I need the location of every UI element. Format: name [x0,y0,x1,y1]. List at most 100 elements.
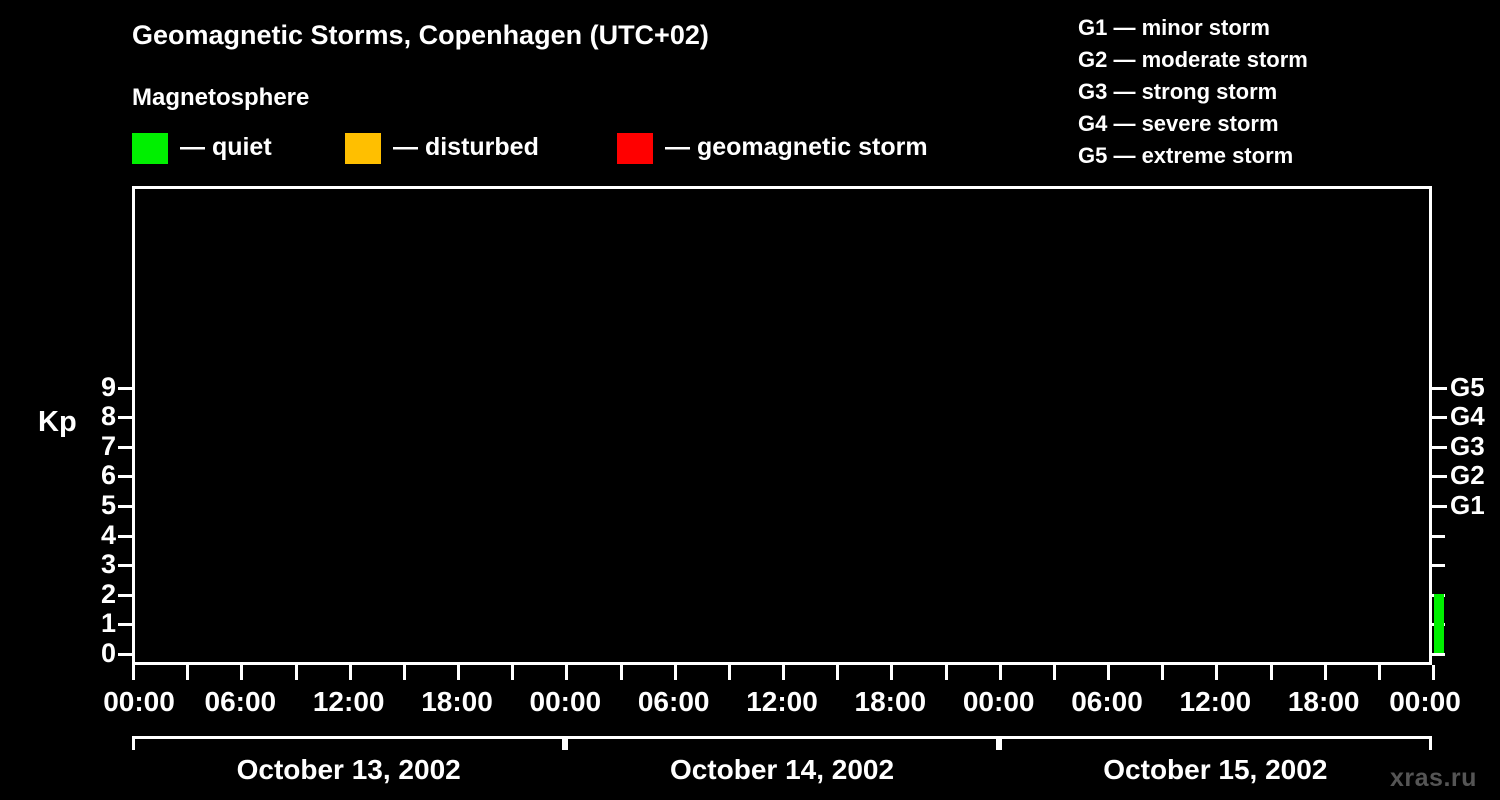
x-tick-h72 [1432,665,1435,680]
legend-label: — geomagnetic storm [665,133,928,161]
right-tick-0 [1432,653,1445,656]
x-tick-h33 [727,665,731,680]
bar[interactable] [621,564,672,653]
bar[interactable] [567,593,618,653]
g-axis-tick-G4 [1432,416,1447,420]
x-tick-label-7: 18:00 [854,686,927,717]
y-tick-2 [118,593,132,597]
bar[interactable] [1163,593,1214,653]
right-tick-3 [1432,564,1445,568]
bar[interactable] [1054,564,1105,653]
x-tick-h30 [673,665,677,680]
x-tick-h36 [782,665,785,680]
g-scale-row-1: G1 — minor storm [1078,15,1270,40]
bar[interactable] [1325,534,1376,653]
page-title: Geomagnetic Storms, Copenhagen (UTC+02) [132,20,709,50]
y-tick-9 [118,386,132,390]
x-tick-h3 [186,665,190,680]
g-scale-row-5: G5 — extreme storm [1078,143,1294,168]
x-tick-h69 [1377,665,1381,680]
x-tick-h42 [890,665,894,680]
y-tick-0 [118,653,132,656]
gridline-kp-5 [132,505,1432,507]
x-tick-label-3: 18:00 [421,686,493,717]
g-axis-tick-G1 [1432,505,1447,508]
y-tick-3 [118,564,132,568]
bar[interactable] [729,534,780,653]
x-tick-h48 [998,665,1002,680]
x-tick-h66 [1323,665,1327,680]
x-tick-label-9: 06:00 [1071,686,1143,717]
x-tick-h51 [1052,665,1056,680]
bar[interactable] [1434,593,1444,653]
day-label: October 14, 2002 [669,754,895,785]
x-tick-label-10: 12:00 [1179,686,1252,717]
x-tick-label-12: 00:00 [1389,686,1461,717]
g-scale-row-4: G4 — severe storm [1078,111,1279,136]
bar[interactable] [513,593,564,653]
bar[interactable] [1000,593,1051,653]
day-bracket-0 [132,736,566,750]
bar[interactable] [350,564,401,653]
x-tick-h60 [1215,665,1219,680]
y-tick-1 [118,623,132,627]
plot-area [132,186,1444,665]
legend-label: — disturbed [393,133,539,161]
x-tick-label-2: 12:00 [312,686,385,717]
y-tick-6 [118,475,132,479]
x-tick-h6 [240,665,244,680]
x-tick-label-5: 06:00 [637,686,710,717]
bar[interactable] [242,564,293,653]
x-tick-h15 [402,665,406,680]
g-scale-legend: G1 — minor storm G2 — moderate storm G3 — … [1078,12,1408,172]
x-tick-h27 [619,665,623,680]
gridline-kp-9 [132,386,1432,389]
x-tick-label-4: 00:00 [529,686,602,717]
g-scale-row-3: G3 — strong storm [1078,79,1278,104]
y-tick-4 [118,534,132,538]
x-tick-h63 [1269,665,1273,680]
storm-swatch [617,133,653,164]
gridline-kp-8 [132,416,1432,419]
day-separator [997,186,1001,665]
x-tick-h21 [511,665,515,680]
bar[interactable] [134,593,185,653]
bar[interactable] [1271,564,1322,653]
disturbed-swatch [345,133,381,164]
day-label: October 15, 2002 [1103,754,1328,785]
x-tick-label-11: 18:00 [1287,686,1360,717]
x-tick-h54 [1107,665,1110,680]
day-separator [563,186,567,665]
bar[interactable] [1109,564,1160,653]
x-tick-h9 [294,665,298,680]
watermark: xras.ru [1390,764,1477,792]
bar[interactable] [946,564,997,653]
bar[interactable] [188,593,239,653]
bar[interactable] [1379,534,1430,653]
x-tick-label-6: 12:00 [746,686,818,717]
day-bracket-2 [998,736,1432,750]
chart-subtitle: Magnetosphere [132,84,310,111]
day-bracket-1 [565,736,999,750]
bar[interactable] [459,564,510,653]
y-tick-8 [118,416,132,420]
x-tick-h0 [132,665,135,680]
bar[interactable] [784,534,835,653]
bar[interactable] [838,475,889,653]
x-tick-h39 [836,665,840,680]
bar[interactable] [404,564,455,653]
g-axis-tick-G2 [1432,475,1447,479]
x-tick-h24 [565,665,569,680]
bar[interactable] [296,564,347,653]
x-tick-h18 [457,665,460,680]
bar[interactable] [1217,534,1268,653]
right-tick-4 [1432,534,1445,538]
y-tick-7 [118,445,132,449]
bar[interactable] [675,534,726,653]
bar[interactable] [892,534,943,653]
x-tick-label-8: 00:00 [962,686,1035,717]
y-tick-5 [118,505,132,508]
x-tick-h57 [1161,665,1165,680]
g-scale-row-2: G2 — moderate storm [1078,47,1308,72]
